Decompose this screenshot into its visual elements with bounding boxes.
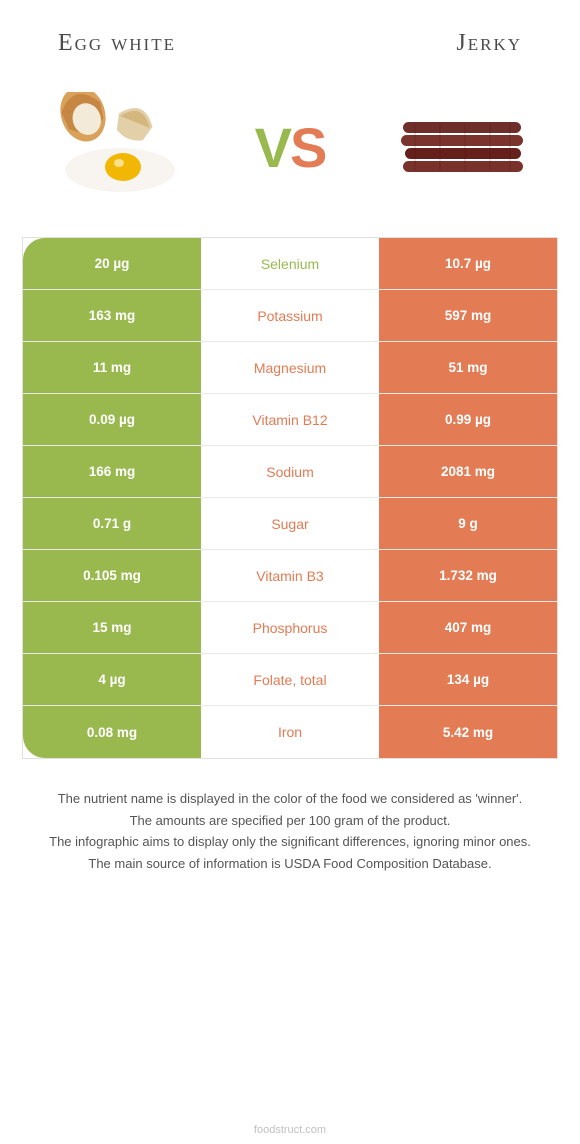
egg-white-icon [40, 87, 200, 207]
footer-notes: The nutrient name is displayed in the co… [0, 759, 580, 873]
table-row: 0.105 mgVitamin B31.732 mg [23, 550, 557, 602]
header: Egg white Jerky [0, 0, 580, 67]
jerky-icon [380, 87, 540, 207]
right-food-title: Jerky [456, 30, 522, 57]
left-value-cell: 4 µg [23, 654, 201, 705]
right-value-cell: 407 mg [379, 602, 557, 653]
table-row: 15 mgPhosphorus407 mg [23, 602, 557, 654]
left-value-cell: 0.71 g [23, 498, 201, 549]
nutrient-name-cell: Magnesium [201, 342, 379, 393]
left-value-cell: 163 mg [23, 290, 201, 341]
nutrient-name-cell: Folate, total [201, 654, 379, 705]
vs-s: S [290, 115, 325, 180]
left-value-cell: 0.08 mg [23, 706, 201, 758]
right-value-cell: 597 mg [379, 290, 557, 341]
nutrient-name-cell: Iron [201, 706, 379, 758]
nutrient-name-cell: Potassium [201, 290, 379, 341]
table-row: 0.09 µgVitamin B120.99 µg [23, 394, 557, 446]
right-value-cell: 0.99 µg [379, 394, 557, 445]
nutrient-name-cell: Vitamin B3 [201, 550, 379, 601]
left-value-cell: 0.09 µg [23, 394, 201, 445]
table-row: 20 µgSelenium10.7 µg [23, 238, 557, 290]
table-row: 4 µgFolate, total134 µg [23, 654, 557, 706]
credit: foodstruct.com [0, 1124, 580, 1136]
left-value-cell: 166 mg [23, 446, 201, 497]
nutrient-name-cell: Selenium [201, 238, 379, 289]
left-value-cell: 20 µg [23, 238, 201, 289]
nutrient-name-cell: Sugar [201, 498, 379, 549]
left-food-title: Egg white [58, 30, 176, 57]
left-value-cell: 11 mg [23, 342, 201, 393]
footer-line: The amounts are specified per 100 gram o… [30, 811, 550, 831]
nutrient-name-cell: Vitamin B12 [201, 394, 379, 445]
vs-label: VS [255, 115, 326, 180]
right-value-cell: 5.42 mg [379, 706, 557, 758]
vs-row: VS [0, 67, 580, 237]
right-value-cell: 1.732 mg [379, 550, 557, 601]
nutrient-name-cell: Sodium [201, 446, 379, 497]
left-value-cell: 15 mg [23, 602, 201, 653]
vs-v: V [255, 115, 290, 180]
nutrient-name-cell: Phosphorus [201, 602, 379, 653]
left-value-cell: 0.105 mg [23, 550, 201, 601]
table-row: 166 mgSodium2081 mg [23, 446, 557, 498]
footer-line: The main source of information is USDA F… [30, 854, 550, 874]
right-value-cell: 10.7 µg [379, 238, 557, 289]
footer-line: The nutrient name is displayed in the co… [30, 789, 550, 809]
right-value-cell: 2081 mg [379, 446, 557, 497]
table-row: 0.08 mgIron5.42 mg [23, 706, 557, 758]
right-value-cell: 9 g [379, 498, 557, 549]
right-value-cell: 51 mg [379, 342, 557, 393]
table-row: 0.71 gSugar9 g [23, 498, 557, 550]
right-value-cell: 134 µg [379, 654, 557, 705]
table-row: 11 mgMagnesium51 mg [23, 342, 557, 394]
nutrient-table: 20 µgSelenium10.7 µg163 mgPotassium597 m… [22, 237, 558, 759]
table-row: 163 mgPotassium597 mg [23, 290, 557, 342]
footer-line: The infographic aims to display only the… [30, 832, 550, 852]
